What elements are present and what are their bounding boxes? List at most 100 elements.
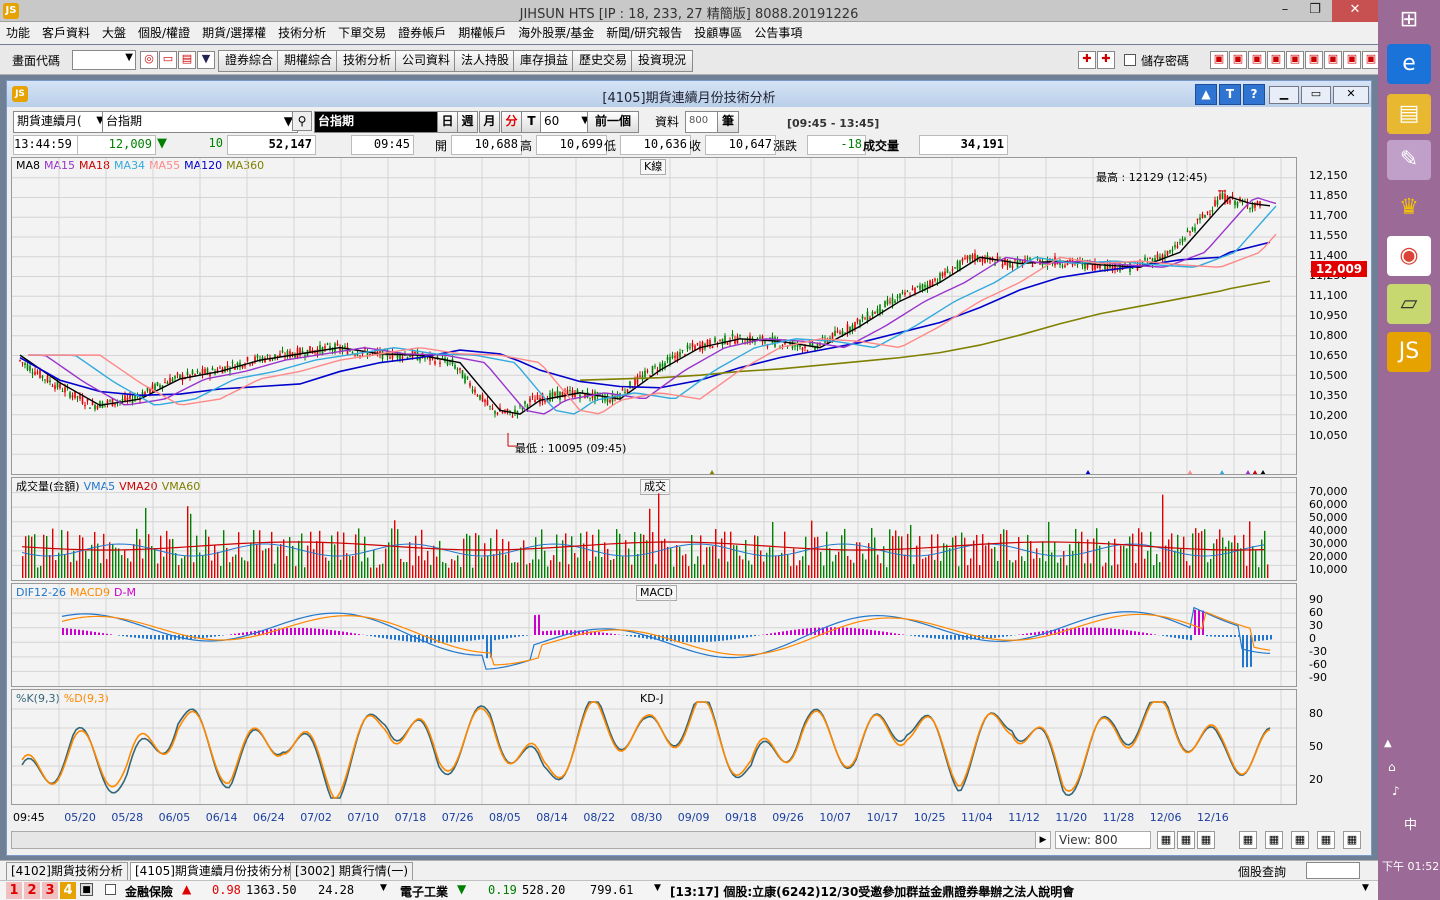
close-icon[interactable]: ✕ — [1332, 0, 1378, 22]
minimize-window-icon[interactable]: ▣ — [1248, 51, 1266, 69]
toolbar-button[interactable]: 技術分析 — [336, 50, 398, 72]
period-button[interactable]: 週 — [457, 111, 478, 133]
dropdown-icon[interactable]: ▼ — [197, 51, 215, 69]
restore-window-icon[interactable]: ▣ — [1267, 51, 1285, 69]
text-icon[interactable]: ▣ — [1286, 51, 1304, 69]
zoom-out-icon[interactable]: ▦ — [1177, 831, 1195, 849]
toolbar-button[interactable]: 期權綜合 — [277, 50, 339, 72]
toolbar-button[interactable]: 歷史交易 — [572, 50, 634, 72]
minimize-icon[interactable]: – — [1281, 2, 1289, 17]
count-unit-button[interactable]: 筆 — [717, 111, 739, 133]
screen-tab[interactable]: [4105]期貨連續月份技術分析 — [130, 862, 300, 881]
folder-icon[interactable]: ▤ — [1387, 94, 1431, 134]
menu-item[interactable]: 大盤 — [102, 26, 127, 40]
restore-icon[interactable]: ▭ — [1301, 86, 1331, 104]
time-tick: 09/26 — [772, 811, 804, 824]
quick-page-button[interactable]: 4 — [60, 882, 76, 899]
ime-indicator[interactable]: 中 — [1404, 818, 1418, 833]
edit-icon[interactable]: ▣ — [1210, 51, 1228, 69]
menu-item[interactable]: 個股/權證 — [138, 26, 191, 40]
mail-icon[interactable]: ▣ — [1305, 51, 1323, 69]
period-button[interactable]: 月 — [479, 111, 500, 133]
chevron-down-icon[interactable]: ▼ — [380, 883, 387, 893]
print-icon[interactable]: ▤ — [178, 51, 196, 69]
tray-up-icon[interactable]: ▲ — [1384, 738, 1392, 749]
flag-ch-icon[interactable]: ✚ — [1097, 51, 1115, 69]
interval-select[interactable]: 60 ▼ — [540, 111, 592, 133]
status-checkbox[interactable] — [105, 884, 116, 895]
window-icon[interactable]: ▭ — [159, 51, 177, 69]
screen-code-input[interactable]: ▼ — [72, 50, 136, 70]
toolbar-button[interactable]: 證券綜合 — [218, 50, 280, 72]
flag-tw-icon[interactable]: ✚ — [1078, 51, 1096, 69]
view-count[interactable]: View: 800 — [1055, 831, 1151, 849]
search-icon[interactable]: ◎ — [140, 51, 158, 69]
price-panel[interactable]: MA8 MA15 MA18 MA34 MA55 MA120 MA360 K線 最高 : 12… — [11, 157, 1297, 475]
quick-page-button[interactable]: 2 — [24, 882, 40, 899]
chart-type-icon[interactable]: ▦ — [1197, 831, 1215, 849]
arrow-up-icon[interactable]: ▲ — [1195, 84, 1217, 105]
chevron-down-icon[interactable]: ▼ — [654, 883, 661, 893]
search-icon[interactable]: ⚲ — [292, 111, 312, 131]
draw-icon[interactable]: ▦ — [1317, 831, 1335, 849]
notes-icon[interactable]: ▱ — [1387, 284, 1431, 324]
toolbar-button[interactable]: 投資現況 — [631, 50, 693, 72]
volume-panel[interactable]: 成交量(金額) VMA5 VMA20 VMA60 成交 — [11, 477, 1297, 581]
menu-item[interactable]: 證券帳戶 — [398, 26, 447, 40]
menu-item[interactable]: 期權帳戶 — [458, 26, 507, 40]
menu-item[interactable]: 海外股票/基金 — [518, 26, 595, 40]
menu-item[interactable]: 期貨/選擇權 — [202, 26, 267, 40]
crown-icon[interactable]: ♛ — [1387, 188, 1431, 228]
quick-page-button[interactable]: 1 — [6, 882, 22, 899]
window-icon[interactable]: ▦ — [1265, 831, 1283, 849]
period-button[interactable]: 日 — [437, 111, 458, 133]
chevron-down-icon[interactable]: ▼ — [1362, 883, 1369, 893]
news-ticker[interactable]: [13:17] 個股:立康(6242)12/30受邀參加群益金鼎證券舉辦之法人說… — [670, 885, 1075, 899]
screen-tab[interactable]: [4102]期貨技術分析 — [6, 862, 128, 881]
menu-item[interactable]: 客戶資料 — [42, 26, 91, 40]
save-password-checkbox[interactable] — [1124, 54, 1136, 66]
help-icon[interactable]: ? — [1243, 84, 1265, 105]
jihsun-app-icon[interactable]: JS — [1387, 332, 1431, 372]
toolbar-button[interactable]: 公司資料 — [395, 50, 457, 72]
menu-item[interactable]: 技術分析 — [278, 26, 327, 40]
period-button[interactable]: 分 — [501, 111, 522, 133]
restore-icon[interactable]: ❐ — [1309, 2, 1321, 17]
chart-scrollbar[interactable]: ▶ — [11, 831, 1051, 849]
toolbar-button[interactable]: 法人持股 — [454, 50, 516, 72]
paint-icon[interactable]: ✎ — [1387, 140, 1431, 180]
close-window-icon[interactable]: ▣ — [1229, 51, 1247, 69]
menu-item[interactable]: 投顧專區 — [694, 26, 743, 40]
windows-start-icon[interactable]: ⊞ — [1387, 0, 1431, 40]
menu-item[interactable]: 新聞/研究報告 — [606, 26, 683, 40]
contract-select[interactable]: 期貨連續月(▼ — [13, 111, 107, 133]
quick-page-button[interactable]: 3 — [42, 882, 58, 899]
prev-button[interactable]: 前一個 — [587, 111, 639, 133]
lock-icon[interactable]: ■ — [80, 883, 93, 896]
symbol-input[interactable]: 台指期 ▼ — [102, 111, 298, 133]
chrome-icon[interactable]: ◉ — [1387, 236, 1431, 276]
screen-tab[interactable]: [3002] 期貨行情(一) — [290, 862, 414, 881]
network-icon[interactable]: ⌂ — [1388, 760, 1396, 774]
indicator-icon[interactable]: ▦ — [1239, 831, 1257, 849]
toolbar-button[interactable]: 庫存損益 — [513, 50, 575, 72]
zoom-in-icon[interactable]: ▦ — [1157, 831, 1175, 849]
menu-item[interactable]: 功能 — [6, 26, 31, 40]
text-icon[interactable]: T — [1219, 84, 1241, 105]
ie-icon[interactable]: e — [1387, 44, 1431, 84]
menu-item[interactable]: 下單交易 — [338, 26, 387, 40]
close-icon[interactable]: ✕ — [1333, 86, 1369, 104]
scroll-right-icon[interactable]: ▶ — [1035, 832, 1050, 848]
minimize-icon[interactable]: ▁ — [1269, 86, 1299, 104]
stock-query-input[interactable] — [1306, 862, 1360, 879]
pencil-icon[interactable]: ▣ — [1324, 51, 1342, 69]
speaker-icon[interactable]: ♪ — [1392, 784, 1400, 798]
kd-panel[interactable]: %K(9,3) %D(9,3) KD-J — [11, 689, 1297, 805]
clock[interactable]: 下午 01:52 — [1382, 860, 1440, 873]
calendar-icon[interactable]: ▦ — [1291, 831, 1309, 849]
menu-item[interactable]: 公告事項 — [754, 26, 803, 40]
settings-icon[interactable]: ▦ — [1343, 831, 1361, 849]
macd-panel[interactable]: DIF12-26 MACD9 D-M MACD — [11, 583, 1297, 687]
period-button[interactable]: T — [521, 111, 542, 133]
lock-icon[interactable]: ▣ — [1343, 51, 1361, 69]
